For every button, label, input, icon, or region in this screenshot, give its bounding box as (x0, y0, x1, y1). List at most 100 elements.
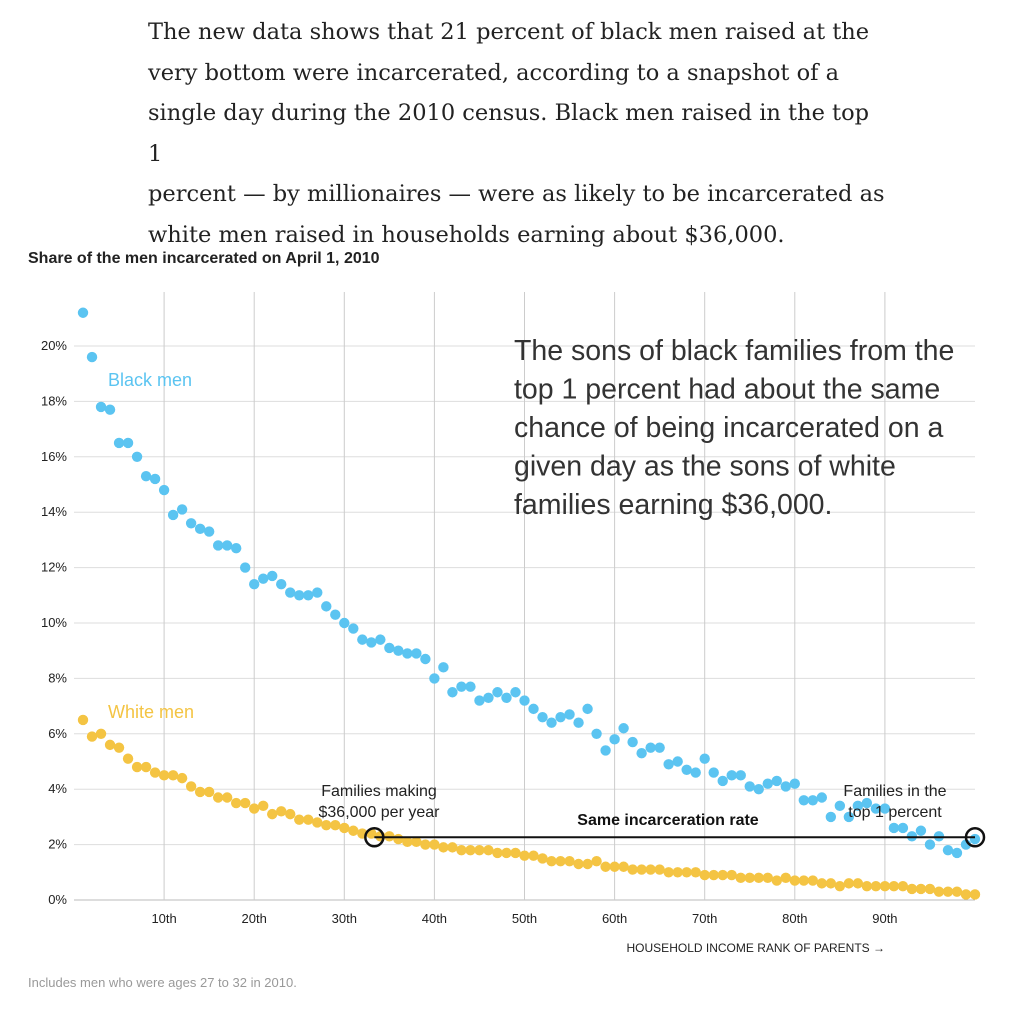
black-men-point (798, 795, 810, 806)
series-label-black: Black men (108, 370, 192, 390)
white-men-point (627, 864, 638, 875)
white-men-point (744, 872, 755, 884)
white-men-point (861, 880, 873, 892)
white-men-point (348, 825, 359, 836)
white-men-point (411, 836, 422, 848)
black-men-point (609, 734, 620, 745)
white-men-point (104, 739, 116, 751)
white-men-point (681, 867, 692, 878)
white-men-point (753, 872, 764, 884)
black-men-point (807, 795, 819, 806)
y-tick-label: 20% (41, 338, 67, 353)
white-men-point (942, 886, 954, 897)
intro-line: single day during the 2010 census. Black… (148, 100, 870, 167)
black-men-point (852, 800, 864, 812)
intro-line: percent — by millionaires — were as like… (148, 181, 885, 207)
black-men-point (645, 742, 656, 753)
black-men-point (627, 736, 638, 748)
white-men-point (564, 856, 575, 867)
black-men-point (672, 756, 683, 767)
white-men-point (86, 731, 98, 742)
white-men-point (176, 772, 188, 784)
white-men-point (402, 836, 413, 848)
white-men-point (321, 820, 332, 831)
callout-line: given day as the sons of white (514, 451, 896, 483)
white-men-point (258, 800, 269, 812)
black-men-point (780, 781, 791, 792)
x-tick-label: 80th (782, 911, 807, 926)
white-men-point (528, 850, 539, 861)
black-men-point (167, 509, 179, 521)
black-men-point (654, 742, 665, 753)
black-men-point (564, 709, 575, 720)
white-men-point (285, 808, 296, 820)
black-men-point (221, 540, 233, 551)
white-men-point (960, 889, 972, 900)
y-tick-label: 0% (48, 892, 67, 907)
black-men-point (131, 451, 143, 462)
black-men-point (735, 770, 746, 781)
black-men-point (843, 811, 855, 823)
white-men-point (663, 867, 674, 878)
black-men-point (411, 648, 422, 659)
black-men-point (573, 717, 584, 728)
black-men-point (744, 781, 755, 792)
black-men-point (294, 590, 305, 601)
black-men-point (113, 437, 125, 449)
white-men-point (969, 889, 981, 900)
black-men-point (366, 637, 377, 648)
black-men-point (861, 797, 873, 809)
black-men-point (438, 662, 449, 673)
white-men-point (212, 792, 224, 803)
white-men-point (717, 869, 728, 881)
footnote: Includes men who were ages 27 to 32 in 2… (28, 975, 297, 990)
white-men-point (951, 886, 963, 897)
black-men-point (663, 759, 674, 770)
black-men-point (897, 822, 909, 834)
white-men-point (113, 742, 125, 753)
black-men-point (348, 623, 359, 634)
white-men-point (636, 864, 647, 875)
white-men-point (591, 856, 602, 867)
white-men-point (573, 858, 584, 870)
callout-line: families earning $36,000. (514, 489, 832, 521)
black-men-point (582, 703, 593, 715)
black-men-point (915, 825, 927, 836)
white-men-point (726, 869, 737, 881)
white-men-point (672, 867, 683, 878)
white-men-point (465, 844, 476, 856)
white-men-point (771, 875, 782, 886)
white-men-point (546, 856, 557, 867)
x-tick-label: 40th (422, 911, 447, 926)
white-men-point (312, 817, 323, 828)
white-men-point (185, 781, 197, 792)
white-men-point (447, 842, 458, 853)
white-men-point (510, 847, 521, 859)
white-men-point (131, 761, 143, 773)
white-men-point (789, 875, 800, 886)
black-men-point (501, 692, 512, 703)
marker-top1 (964, 827, 986, 848)
black-men-point (194, 523, 206, 535)
white-men-point (834, 880, 846, 892)
white-men-point (438, 842, 449, 853)
black-men-point (717, 775, 728, 787)
black-men-point (699, 753, 710, 764)
white-men-point (95, 728, 107, 739)
x-tick-label: 60th (602, 911, 627, 926)
black-men-point (176, 504, 188, 515)
same-rate-label: Same incarceration rate (577, 812, 759, 829)
black-men-point (239, 562, 251, 573)
white-men-point (122, 753, 134, 764)
label-36k-line: $36,000 per year (319, 804, 441, 821)
white-men-point (762, 872, 773, 884)
black-men-point (456, 681, 467, 692)
white-men-point (330, 820, 341, 831)
white-men-point (140, 761, 152, 773)
white-men-point (537, 853, 548, 864)
white-men-point (239, 797, 251, 809)
white-men-point (167, 770, 179, 781)
white-men-point (690, 867, 701, 878)
black-men-point (393, 645, 404, 656)
black-men-point (339, 617, 350, 629)
